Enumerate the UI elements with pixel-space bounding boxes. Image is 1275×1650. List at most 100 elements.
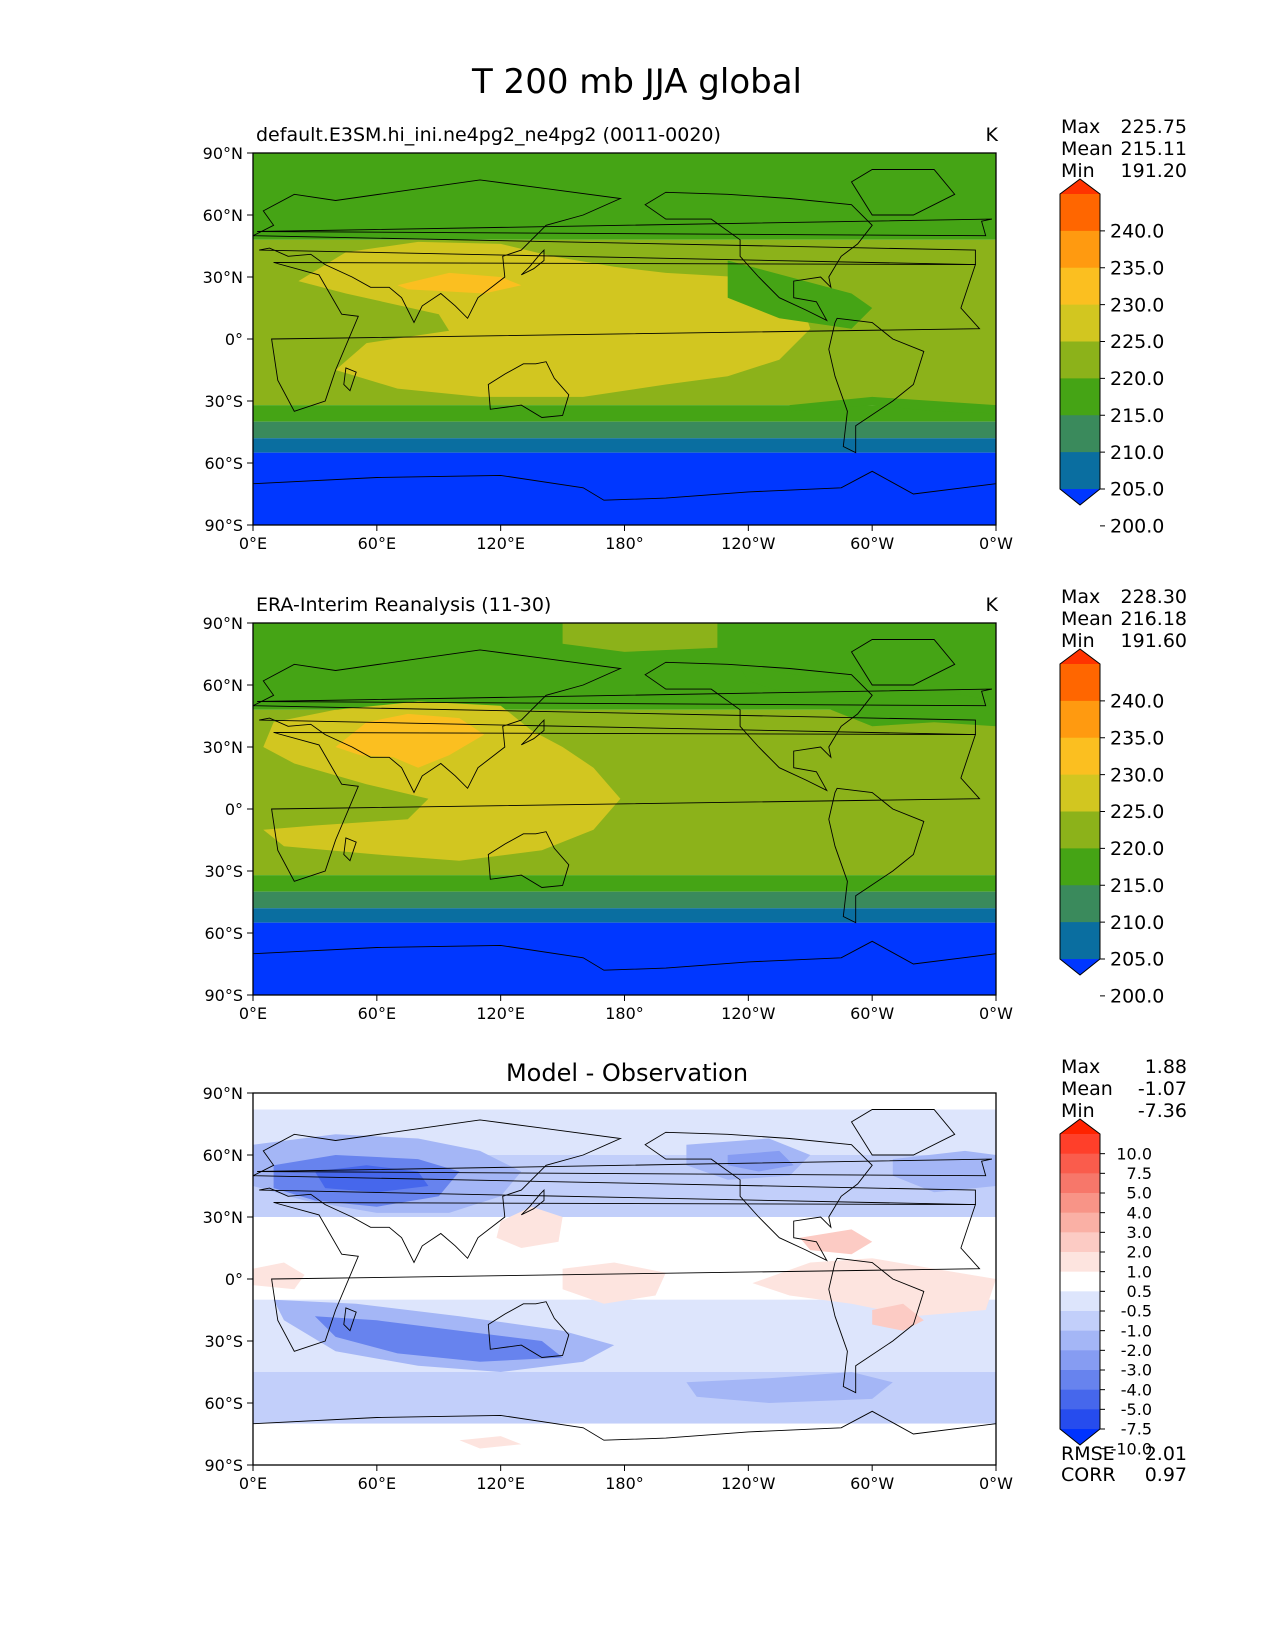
x-tick-label: 120°W bbox=[721, 534, 776, 553]
y-tick-label: 90°N bbox=[203, 1084, 243, 1103]
y-tick-label: 60°N bbox=[203, 206, 243, 225]
units-label: K bbox=[986, 594, 999, 616]
contour-region bbox=[727, 260, 873, 329]
stat-label: Max bbox=[1061, 586, 1100, 608]
coastline bbox=[343, 367, 357, 392]
coastline bbox=[343, 837, 357, 862]
metric-value: 0.97 bbox=[1145, 1464, 1187, 1486]
contour-band bbox=[253, 922, 996, 995]
coastline bbox=[487, 361, 570, 418]
colorbar-segment bbox=[1060, 1370, 1100, 1391]
colorbar-segment bbox=[1060, 378, 1100, 416]
coastlines bbox=[253, 639, 996, 995]
y-tick-label: 30°N bbox=[203, 268, 243, 287]
y-tick-label: 90°S bbox=[204, 516, 243, 535]
colorbar-label: 200.0 bbox=[1110, 516, 1164, 538]
x-tick-label: 0°W bbox=[979, 534, 1013, 553]
contour-region bbox=[459, 1436, 522, 1449]
coastline bbox=[520, 1188, 545, 1216]
x-tick-label: 0°W bbox=[979, 1004, 1013, 1023]
colorbar-label: 1.0 bbox=[1127, 1262, 1152, 1281]
stat-label: Max bbox=[1061, 1056, 1100, 1078]
colorbar-segment bbox=[1060, 1212, 1100, 1233]
colorbar-segment bbox=[1060, 1153, 1100, 1174]
y-tick-label: 30°S bbox=[204, 862, 243, 881]
metric-label: CORR bbox=[1061, 1464, 1116, 1486]
colorbar-segment bbox=[1060, 1409, 1100, 1430]
coastlines bbox=[253, 1109, 996, 1465]
x-tick-label: 60°W bbox=[850, 534, 894, 553]
stat-value: 1.88 bbox=[1145, 1056, 1187, 1078]
panel-title: ERA-Interim Reanalysis (11-30) bbox=[256, 594, 551, 616]
colorbar-label: 230.0 bbox=[1110, 294, 1164, 316]
stat-value: 191.20 bbox=[1121, 160, 1187, 182]
contour-field bbox=[253, 153, 996, 525]
contour-band bbox=[253, 1093, 996, 1110]
stat-value: 215.11 bbox=[1121, 138, 1187, 160]
colorbar-label: -2.0 bbox=[1121, 1341, 1152, 1360]
coastline bbox=[520, 248, 545, 276]
colorbar: 10.07.55.04.03.02.01.00.5-0.5-1.0-2.0-3.… bbox=[1059, 1118, 1152, 1458]
colorbar-extend-max bbox=[1060, 179, 1100, 194]
colorbar-label: 225.0 bbox=[1110, 801, 1164, 823]
colorbar-label: -0.5 bbox=[1121, 1302, 1152, 1321]
stat-value: -1.07 bbox=[1138, 1078, 1187, 1100]
map-panel-3: 0°E 60°E 120°E 180° 120°W 60°W 0°W 90°N 60°N 30°N… bbox=[203, 1056, 1187, 1493]
map-panel-2: 0°E 60°E 120°E 180° 120°W 60°W 0°W 90°N 60°N 30°N… bbox=[203, 586, 1187, 1023]
x-tick-label: 0°E bbox=[239, 1474, 267, 1493]
colorbar-label: 235.0 bbox=[1110, 727, 1164, 749]
contour-band bbox=[253, 875, 996, 892]
colorbar: 240.0 235.0 230.0 225.0 220.0 215.0 210.0 205.0… bbox=[1059, 648, 1164, 1008]
contour-field bbox=[253, 623, 996, 995]
stat-value: 228.30 bbox=[1121, 586, 1187, 608]
x-tick-label: 120°E bbox=[476, 534, 525, 553]
colorbar-segment bbox=[1060, 1252, 1100, 1273]
x-tick-label: 180° bbox=[605, 1004, 644, 1023]
colorbar-label: 220.0 bbox=[1110, 368, 1164, 390]
x-tick-label: 120°E bbox=[476, 1004, 525, 1023]
stat-value: 191.60 bbox=[1121, 630, 1187, 652]
colorbar-label: 3.0 bbox=[1127, 1223, 1152, 1242]
stat-label: Mean bbox=[1061, 138, 1113, 160]
x-tick-label: 120°W bbox=[721, 1474, 776, 1493]
figure-title: T 200 mb JJA global bbox=[471, 62, 802, 102]
colorbar-segment bbox=[1060, 1134, 1100, 1155]
x-tick-label: 0°E bbox=[239, 534, 267, 553]
y-tick-label: 60°S bbox=[204, 1394, 243, 1413]
map-panel-1: 0°E 60°E 120°E 180° 120°W 60°W 0°W 90°N 60°N 30°N… bbox=[203, 116, 1187, 553]
colorbar-extend-min bbox=[1060, 959, 1100, 975]
y-tick-label: 60°N bbox=[203, 676, 243, 695]
coastline bbox=[253, 470, 996, 525]
coastline bbox=[828, 1257, 925, 1394]
coastline bbox=[253, 1119, 976, 1264]
colorbar-segment bbox=[1060, 267, 1100, 306]
x-tick-label: 60°W bbox=[850, 1474, 894, 1493]
contour-region bbox=[686, 1372, 893, 1403]
x-tick-label: 180° bbox=[605, 534, 644, 553]
stat-label: Mean bbox=[1061, 1078, 1113, 1100]
contour-region bbox=[253, 1262, 305, 1290]
colorbar-segment bbox=[1060, 664, 1100, 702]
colorbar-label: 7.5 bbox=[1127, 1164, 1152, 1183]
contour-region bbox=[872, 252, 996, 288]
coastline bbox=[828, 317, 925, 454]
colorbar-label: 2.0 bbox=[1127, 1243, 1152, 1262]
x-tick-label: 0°W bbox=[979, 1474, 1013, 1493]
contour-region bbox=[799, 1229, 873, 1255]
x-tick-label: 120°E bbox=[476, 1474, 525, 1493]
colorbar-label: 210.0 bbox=[1110, 912, 1164, 934]
coastline bbox=[257, 688, 992, 707]
contour-region bbox=[562, 1262, 666, 1304]
colorbar-label: 210.0 bbox=[1110, 442, 1164, 464]
y-tick-label: 60°S bbox=[204, 454, 243, 473]
colorbar-label: -5.0 bbox=[1121, 1400, 1152, 1419]
contour-region bbox=[496, 1206, 563, 1248]
coastline bbox=[271, 1202, 981, 1352]
contour-band bbox=[253, 438, 996, 453]
colorbar-segment bbox=[1060, 1271, 1100, 1292]
contour-band bbox=[253, 421, 996, 439]
contour-band bbox=[253, 452, 996, 525]
colorbar-extend-min bbox=[1060, 1429, 1100, 1445]
y-tick-label: 30°N bbox=[203, 738, 243, 757]
coastline bbox=[644, 1131, 873, 1262]
